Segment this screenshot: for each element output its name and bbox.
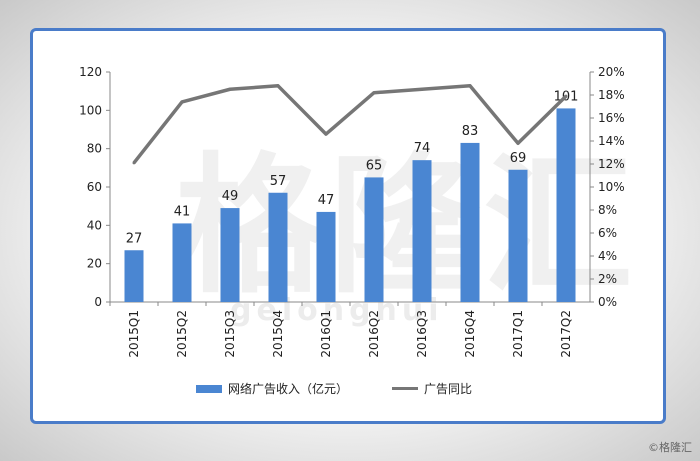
x-tick-label: 2016Q4 <box>463 310 477 358</box>
y-tick-label-right: 12% <box>598 157 625 171</box>
x-tick-label: 2016Q1 <box>319 310 333 358</box>
y-tick-label-right: 14% <box>598 134 625 148</box>
bar <box>412 160 432 302</box>
x-tick-label: 2017Q2 <box>559 310 573 358</box>
x-tick-label: 2015Q1 <box>127 310 141 358</box>
bar <box>508 169 528 302</box>
bar <box>124 250 144 302</box>
bar-value-label: 74 <box>414 141 431 156</box>
bar <box>364 177 384 302</box>
line-point <box>468 84 472 88</box>
bar-value-label: 57 <box>270 174 287 189</box>
bar <box>460 142 480 302</box>
bar-value-label: 83 <box>462 124 479 139</box>
bar-value-label: 27 <box>126 231 143 246</box>
line-point <box>420 87 424 91</box>
y-tick-label-right: 10% <box>598 180 625 194</box>
y-tick-label-right: 16% <box>598 111 625 125</box>
y-tick-label-left: 20 <box>87 257 102 271</box>
line-point <box>180 100 184 104</box>
line-point <box>228 87 232 91</box>
x-tick-label: 2016Q2 <box>367 310 381 358</box>
line-point <box>372 91 376 95</box>
bar-value-label: 69 <box>510 151 527 166</box>
bar-value-label: 47 <box>318 193 335 208</box>
y-tick-label-left: 80 <box>87 142 102 156</box>
series-line <box>132 84 568 164</box>
line-point <box>324 132 328 136</box>
line-point <box>516 141 520 145</box>
y-tick-label-right: 18% <box>598 88 625 102</box>
credit-text: ©格隆汇 <box>648 441 692 454</box>
bar-value-label: 41 <box>174 204 191 219</box>
line-point <box>132 161 136 165</box>
x-tick-label: 2016Q3 <box>415 310 429 358</box>
legend-item-line: 广告同比 <box>392 380 472 397</box>
y-tick-label-right: 20% <box>598 65 625 79</box>
y-tick-label-left: 100 <box>79 103 102 117</box>
y-tick-label-right: 0% <box>598 295 617 309</box>
y-tick-label-left: 60 <box>87 180 102 194</box>
legend-label-line: 广告同比 <box>424 382 473 396</box>
line-point <box>276 84 280 88</box>
bar-value-label: 49 <box>222 189 239 204</box>
legend-item-bar: 网络广告收入（亿元） <box>196 380 348 397</box>
bar <box>556 108 576 303</box>
y-tick-label-left: 0 <box>94 295 102 309</box>
x-tick-label: 2017Q1 <box>511 310 525 358</box>
y-tick-label-right: 8% <box>598 203 617 217</box>
x-tick-label: 2015Q3 <box>223 310 237 358</box>
y-tick-label-left: 40 <box>87 218 102 232</box>
chart-legend: 网络广告收入（亿元） 广告同比 <box>196 380 516 397</box>
bar <box>172 223 192 302</box>
legend-label-bar: 网络广告收入（亿元） <box>228 382 349 396</box>
x-tick-label: 2015Q4 <box>271 310 285 358</box>
legend-swatch-line <box>392 387 419 390</box>
x-tick-label: 2015Q2 <box>175 310 189 358</box>
y-tick-label-left: 120 <box>79 65 102 79</box>
y-tick-label-right: 6% <box>598 226 617 240</box>
y-tick-label-right: 2% <box>598 272 617 286</box>
legend-swatch-bar <box>196 384 222 393</box>
bar <box>316 211 336 302</box>
bar <box>220 208 240 302</box>
bar <box>268 192 288 302</box>
line-point <box>564 94 568 98</box>
bar-value-label: 65 <box>366 158 383 173</box>
y-tick-label-right: 4% <box>598 249 617 263</box>
